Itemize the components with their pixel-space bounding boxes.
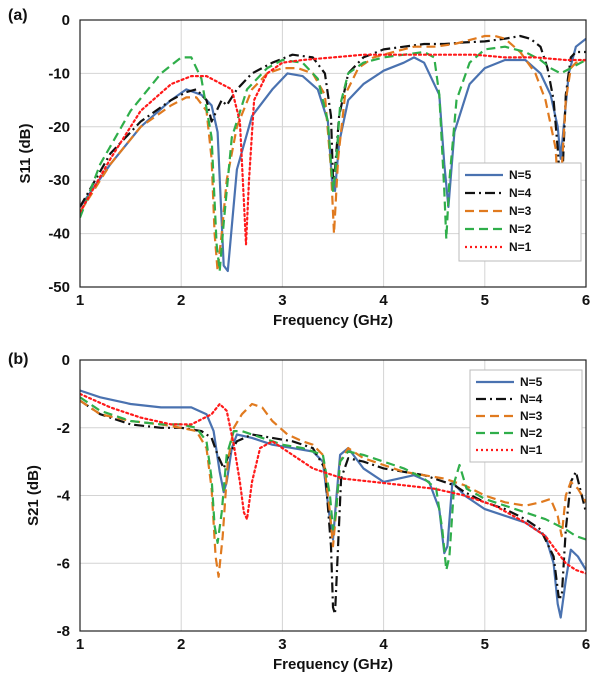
y-tick-label: -30 — [48, 172, 70, 189]
x-tick-label: 4 — [379, 292, 388, 309]
x-tick-label: 1 — [76, 636, 84, 653]
legend-label: N=1 — [509, 240, 532, 254]
legend-label: N=5 — [509, 168, 532, 182]
series-group — [80, 389, 586, 619]
y-axis-label: S21 (dB) — [25, 465, 42, 526]
y-tick-label: 0 — [62, 12, 70, 29]
x-tick-label: 6 — [582, 292, 590, 309]
y-tick-label: 0 — [62, 352, 70, 369]
x-tick-label: 3 — [278, 292, 286, 309]
legend-label: N=4 — [509, 186, 532, 200]
y-axis-label: S11 (dB) — [17, 123, 34, 183]
y-tick-label: -10 — [48, 65, 70, 82]
panel-label: (a) — [8, 7, 28, 24]
x-tick-label: 6 — [582, 636, 590, 653]
x-tick-label: 2 — [177, 636, 185, 653]
x-axis-label: Frequency (GHz) — [273, 656, 393, 673]
y-tick-label: -4 — [57, 488, 71, 505]
legend-label: N=5 — [520, 375, 543, 389]
series-line-N=1 — [80, 392, 586, 575]
series-line-N=4 — [80, 34, 586, 208]
axes-frame — [79, 359, 587, 632]
legend-label: N=2 — [509, 222, 532, 236]
x-tick-label: 2 — [177, 292, 185, 309]
y-tick-label: -6 — [57, 555, 70, 572]
y-tick-label: -2 — [57, 420, 70, 437]
y-tick-label: -50 — [48, 279, 70, 296]
legend-label: N=3 — [509, 204, 532, 218]
y-tick-label: -8 — [57, 623, 70, 640]
y-tick-label: -20 — [48, 119, 70, 136]
series-line-N=4 — [80, 399, 586, 616]
legend-label: N=3 — [520, 409, 543, 423]
panel-b: (b) 1 2 3 4 5 6 0 -2 -4 -6 -8 Frequency (GHz) S21 (dB… — [8, 351, 590, 673]
x-tick-label: 5 — [481, 636, 489, 653]
legend-box — [469, 369, 583, 463]
legend: N=5 N=4 N=3 N=2 N=1 — [458, 162, 582, 262]
series-line-N=1 — [80, 53, 586, 246]
legend-label: N=1 — [520, 443, 543, 457]
legend: N=5 N=4 N=3 N=2 N=1 — [469, 369, 583, 463]
series-line-N=5 — [80, 37, 586, 273]
x-tick-label: 4 — [379, 636, 388, 653]
panel-label: (b) — [8, 351, 28, 368]
legend-label: N=2 — [520, 426, 543, 440]
panel-a: (a) 1 2 3 4 5 6 0 -10 -20 -30 -40 -50 Frequency (GHz)… — [8, 7, 590, 329]
series-line-N=2 — [80, 45, 586, 273]
x-tick-label: 5 — [481, 292, 489, 309]
axes-frame — [79, 19, 587, 288]
x-tick-label: 3 — [278, 636, 286, 653]
series-line-N=3 — [80, 34, 586, 273]
series-line-N=2 — [80, 396, 586, 572]
y-tick-label: -40 — [48, 226, 70, 243]
series-group — [80, 34, 586, 273]
x-axis-label: Frequency (GHz) — [273, 312, 393, 329]
legend-label: N=4 — [520, 392, 543, 406]
x-tick-label: 1 — [76, 292, 84, 309]
